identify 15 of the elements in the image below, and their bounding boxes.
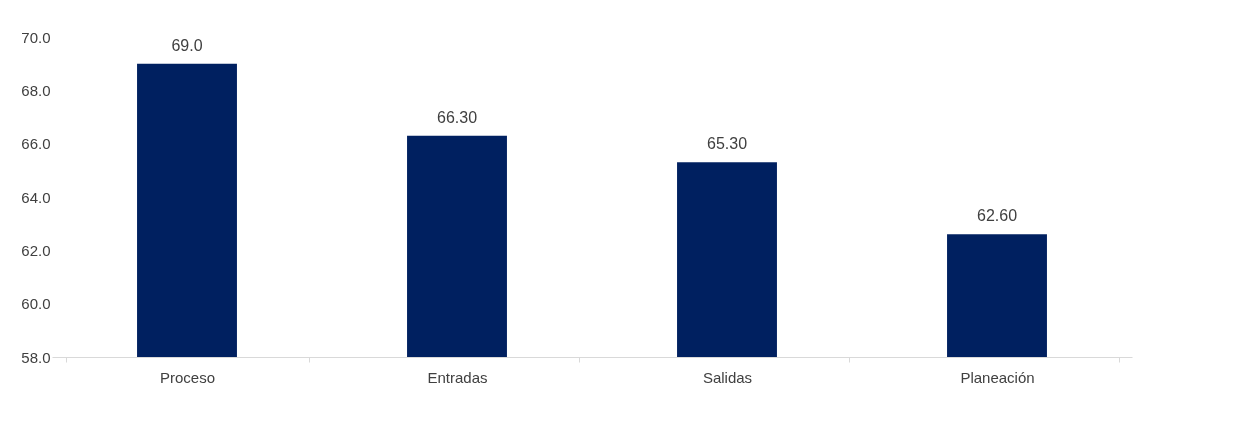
y-tick-label: 60.0 <box>21 295 51 313</box>
y-tick-label: 70.0 <box>21 28 51 46</box>
x-tick-label: Entradas <box>427 368 488 386</box>
data-label: 62.60 <box>976 207 1018 225</box>
y-tick-label: 66.0 <box>21 135 51 153</box>
y-tick-label: 62.0 <box>21 241 51 259</box>
y-tick-label: 58.0 <box>21 348 51 366</box>
data-label: 66.30 <box>436 108 478 126</box>
x-tick-label: Salidas <box>702 368 753 386</box>
data-label: 69.0 <box>171 36 203 54</box>
data-label: 65.30 <box>706 135 748 153</box>
x-tick-label: Proceso <box>159 368 216 386</box>
y-tick-label: 68.0 <box>21 81 51 99</box>
y-tick-label: 64.0 <box>21 188 51 206</box>
x-tick-label: Planeación <box>960 368 1035 386</box>
